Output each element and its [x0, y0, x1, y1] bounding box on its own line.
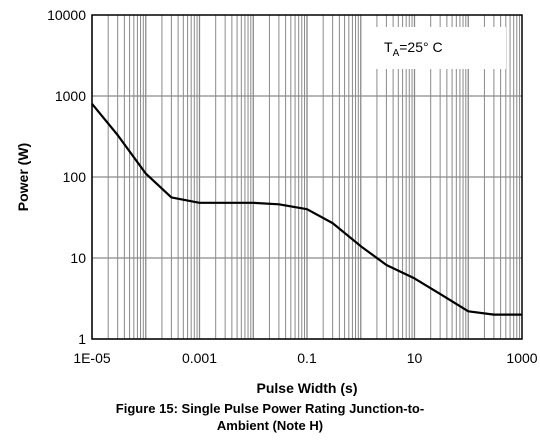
y-tick-label: 1000 — [55, 88, 86, 104]
x-tick-label: 0.001 — [182, 350, 217, 366]
x-tick-labels: 1E-05 0.001 0.1 10 1000 — [73, 350, 537, 366]
x-tick-label: 10 — [407, 350, 423, 366]
figure-caption-line-1: Figure 15: Single Pulse Power Rating Jun… — [115, 401, 425, 416]
temperature-annotation: TA=25° C — [372, 27, 506, 69]
y-tick-label: 10 — [70, 250, 86, 266]
annotation-subscript: A — [393, 48, 400, 59]
x-axis-title: Pulse Width (s) — [257, 380, 358, 396]
annotation-background — [372, 27, 506, 69]
y-axis-title: Power (W) — [15, 143, 31, 211]
y-tick-label: 10000 — [47, 7, 86, 23]
x-tick-label: 1E-05 — [73, 350, 111, 366]
figure-caption-line-2: Ambient (Note H) — [216, 418, 324, 433]
y-tick-labels: 1 10 100 1000 10000 — [47, 7, 86, 347]
power-curve — [91, 103, 522, 316]
plot-frame — [91, 14, 523, 340]
x-tick-label: 0.1 — [297, 350, 317, 366]
annotation-main: T — [384, 39, 393, 55]
annotation-rest: =25° C — [399, 39, 442, 55]
annotation-text: TA=25° C — [384, 39, 443, 59]
y-tick-label: 1 — [78, 331, 86, 347]
chart: TA=25° C 1E-05 0.001 0.1 10 1000 11010010001… — [15, 7, 538, 396]
x-tick-label: 1000 — [506, 350, 537, 366]
y-tick-label: 100 — [63, 169, 87, 185]
